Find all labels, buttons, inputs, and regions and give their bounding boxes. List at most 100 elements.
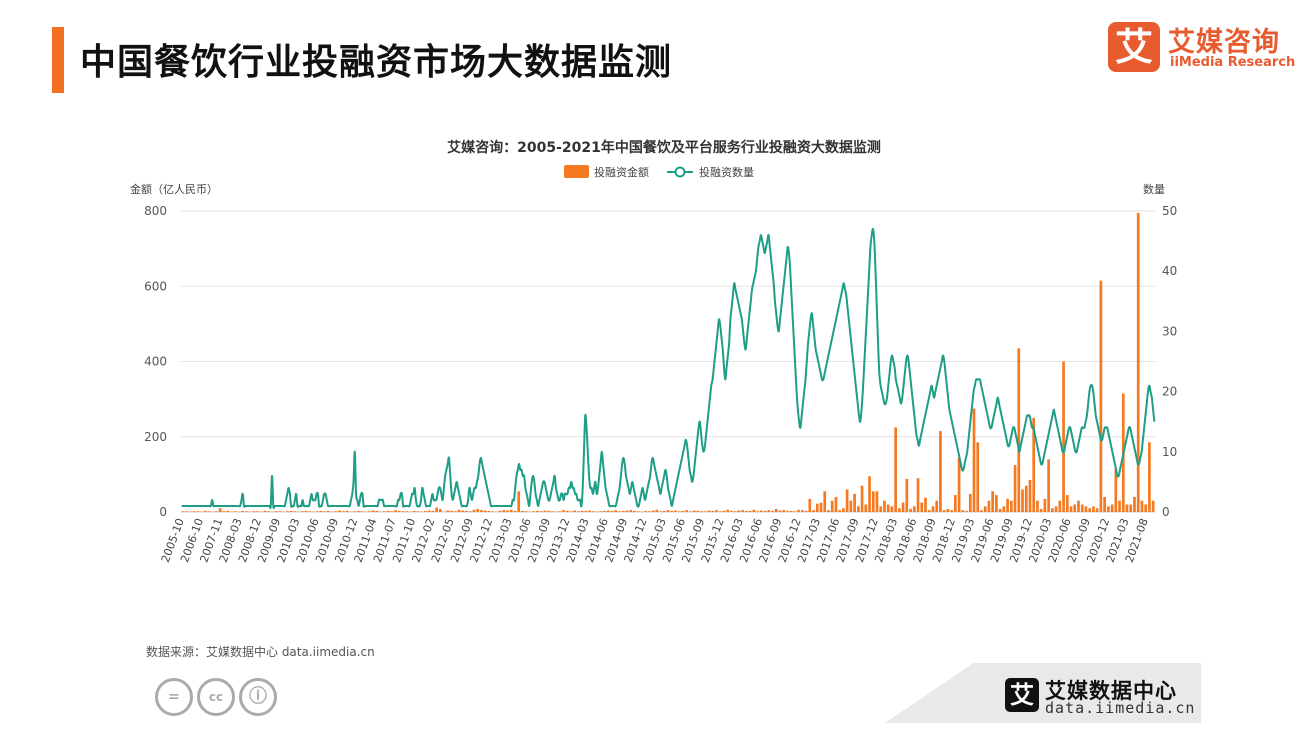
- amount-bar: [771, 510, 774, 512]
- amount-bar: [465, 510, 468, 512]
- x-axis-ticks: 2005-102006-102007-112008-032008-122009-…: [159, 517, 1151, 565]
- amount-bar: [517, 491, 521, 512]
- y-right-tick-label: 50: [1162, 204, 1177, 218]
- amount-bar: [431, 510, 435, 512]
- amount-bar: [416, 511, 420, 512]
- amount-bar: [1069, 506, 1073, 512]
- amount-bar: [487, 510, 491, 512]
- amount-bar: [319, 510, 323, 512]
- amount-bar: [681, 510, 685, 512]
- amount-bar: [1125, 504, 1129, 512]
- amount-bar: [498, 510, 502, 512]
- amount-bar: [293, 511, 297, 512]
- amount-bar: [759, 510, 763, 512]
- amount-bar: [215, 511, 218, 512]
- amount-bar: [513, 510, 517, 512]
- y-right-tick-label: 20: [1162, 385, 1177, 399]
- amount-bar: [939, 431, 942, 512]
- amount-bar: [655, 509, 659, 512]
- amount-bar: [323, 511, 327, 512]
- amount-bar: [856, 506, 860, 512]
- amount-bar: [707, 510, 711, 512]
- page-title: 中国餐饮行业投融资市场大数据监测: [80, 42, 673, 83]
- amount-bar: [1107, 506, 1110, 512]
- amount-bar: [536, 510, 539, 512]
- amount-bar: [226, 510, 229, 512]
- amount-bar: [610, 510, 614, 512]
- count-series-line: [181, 227, 1156, 510]
- amount-bar: [300, 511, 304, 512]
- amount-bar: [1110, 504, 1114, 512]
- amount-bar: [763, 510, 767, 512]
- amount-bar: [946, 508, 950, 512]
- amount-bar: [1024, 485, 1028, 512]
- amount-bar: [1144, 504, 1148, 512]
- amount-bar: [965, 510, 968, 512]
- amount-bar: [1006, 498, 1009, 512]
- y-right-tick-label: 10: [1162, 445, 1177, 459]
- amount-bar: [278, 511, 282, 512]
- y-left-tick-label: 0: [159, 505, 167, 519]
- amount-bar: [368, 511, 371, 512]
- amount-bar: [252, 511, 256, 512]
- amount-bar: [711, 510, 715, 512]
- amount-bar: [916, 478, 920, 512]
- amount-bar: [618, 511, 621, 512]
- y-left-tick-label: 600: [144, 279, 167, 293]
- amount-bar: [801, 510, 804, 512]
- amount-bar: [983, 506, 987, 512]
- amount-bar: [905, 478, 909, 512]
- amount-bar: [1021, 489, 1024, 512]
- amount-bar: [1036, 500, 1039, 512]
- amount-bar: [203, 510, 207, 512]
- amount-bar: [289, 510, 293, 512]
- amount-bar: [883, 500, 886, 512]
- amount-bar: [1148, 442, 1151, 512]
- amount-bar: [599, 511, 603, 512]
- amount-bar: [871, 491, 875, 512]
- amount-bar: [804, 510, 808, 512]
- amount-bar: [778, 510, 782, 512]
- amount-bar: [509, 509, 513, 512]
- amount-bar: [741, 510, 744, 512]
- amount-bar: [748, 510, 752, 512]
- amount-bar: [644, 510, 647, 512]
- amount-bar: [446, 510, 450, 512]
- amount-bar: [483, 510, 487, 512]
- amount-bar: [427, 510, 431, 512]
- amount-bar: [397, 510, 401, 512]
- amount-bar: [737, 510, 741, 512]
- amount-bar: [196, 511, 200, 512]
- amount-bar: [439, 508, 442, 512]
- amount-bar: [980, 510, 983, 512]
- footer-brand-name: 艾媒数据中心: [1045, 679, 1177, 703]
- amount-bar: [625, 510, 629, 512]
- logo-name-en: iiMedia Research: [1170, 55, 1296, 70]
- amount-bar: [927, 510, 931, 512]
- amount-bar: [453, 511, 457, 512]
- amount-bar: [662, 510, 666, 512]
- amount-bar: [1058, 500, 1062, 512]
- amount-bar: [565, 510, 569, 512]
- amount-bar: [386, 510, 390, 512]
- amount-bar: [730, 510, 733, 512]
- brand-logo: 艾 艾媒咨询 iiMedia Research: [1108, 22, 1298, 76]
- amount-bar: [1013, 464, 1017, 512]
- amount-bar: [468, 511, 472, 512]
- amount-bar: [476, 508, 480, 512]
- amount-bar: [256, 511, 259, 512]
- amount-bar: [405, 511, 409, 512]
- amount-bar: [797, 509, 800, 512]
- amount-bar: [375, 510, 379, 512]
- amount-bar: [726, 509, 730, 512]
- amount-bar: [472, 509, 476, 512]
- amount-bar: [774, 508, 778, 512]
- amount-bar: [703, 511, 707, 512]
- y-axis-right-label: 数量: [1143, 183, 1165, 196]
- amount-bar: [521, 510, 524, 512]
- amount-bar: [909, 508, 912, 512]
- amount-bar: [696, 510, 700, 512]
- amount-bar: [621, 510, 625, 512]
- amount-bar: [812, 510, 815, 512]
- amount-bar: [502, 510, 506, 512]
